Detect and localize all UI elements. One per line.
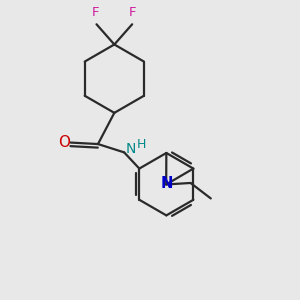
Text: N: N [126, 142, 136, 156]
Text: N: N [160, 176, 173, 191]
Text: F: F [92, 6, 100, 19]
Text: H: H [136, 138, 146, 152]
Text: F: F [129, 6, 136, 19]
Text: O: O [58, 135, 70, 150]
